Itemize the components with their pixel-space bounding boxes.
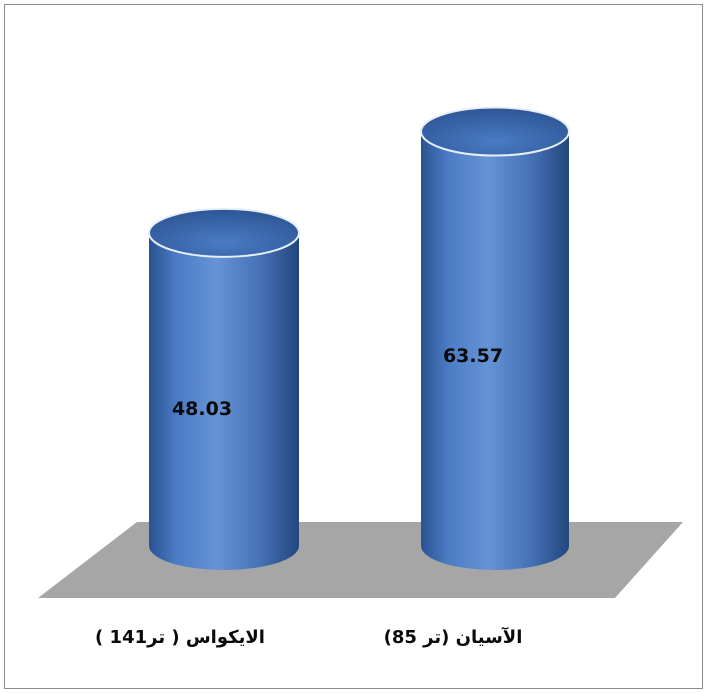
category-label-1: الايكواس ( تر141 ) (95, 627, 265, 648)
bar-2-top (420, 106, 570, 157)
data-label-2: 63.57 (443, 345, 503, 367)
bar-1-top (148, 207, 300, 258)
chart-floor (38, 522, 683, 598)
bar-1 (149, 232, 299, 570)
bars-layer (148, 106, 570, 570)
bar-2 (421, 131, 569, 570)
category-label-2: الآسيان (تر 85) (384, 626, 523, 648)
data-label-1: 48.03 (172, 398, 232, 420)
